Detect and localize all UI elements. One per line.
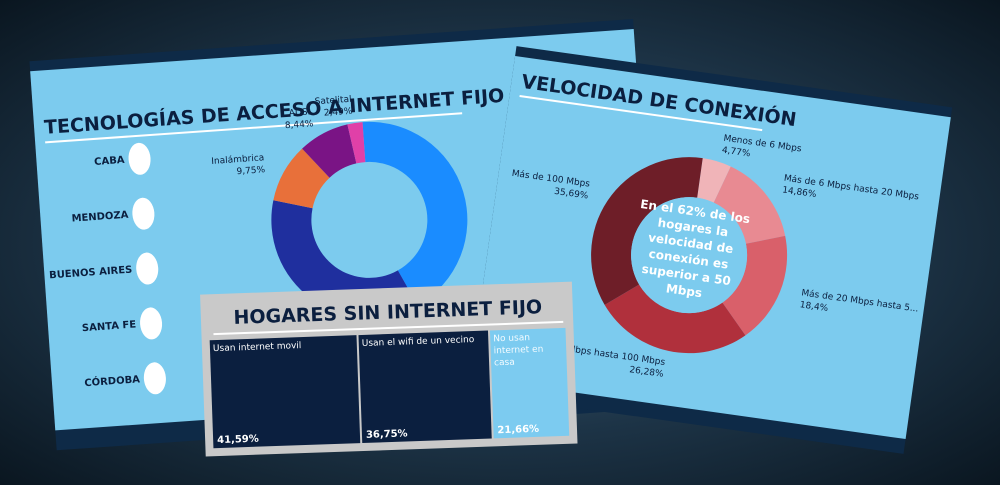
panel-households: HOGARES SIN INTERNET FIJO Usan internet …	[200, 281, 578, 457]
value-label: 2,49%	[324, 107, 354, 119]
province-label: SANTA FE	[82, 319, 137, 334]
cell-label: No usan internet en casa	[493, 333, 544, 369]
cell-value: 21,66%	[497, 424, 539, 436]
donut-segment	[604, 284, 746, 354]
province-shape	[143, 362, 166, 395]
cell-value: 36,75%	[366, 428, 408, 440]
slide-speed: VELOCIDAD DE CONEXIÓN Menos de 6 Mbps4,7…	[467, 46, 953, 454]
donut-segment	[302, 124, 357, 178]
province-shape	[128, 142, 151, 175]
province-shape	[136, 252, 159, 285]
value-label: 4,77%	[721, 146, 751, 160]
donut-segment	[273, 148, 330, 209]
segment-label: Inalámbrica	[211, 153, 265, 167]
title-rule	[45, 112, 463, 144]
province-label: CABA	[94, 155, 125, 168]
value-label: 8,44%	[285, 119, 315, 131]
cell-label: Usan internet movil	[213, 341, 302, 354]
value-label: 18,4%	[799, 300, 829, 314]
value-label: 14,86%	[782, 185, 818, 200]
segment-label: Satelital	[314, 95, 351, 108]
donut-segment	[591, 157, 703, 305]
value-label: 35,69%	[553, 187, 589, 202]
province-shape	[132, 197, 155, 230]
province-label: MENDOZA	[71, 210, 129, 225]
center-text-text: En el 62% de los hogares la velocidad de…	[639, 196, 751, 301]
cell-value: 41,59%	[217, 434, 259, 446]
donut-segment	[347, 122, 366, 164]
center-text: En el 62% de los hogares la velocidad de…	[639, 196, 751, 301]
donut-segment	[697, 158, 731, 203]
value-label: 26,28%	[629, 365, 665, 380]
donut-segment	[713, 166, 786, 244]
center-disc	[631, 197, 748, 314]
value-label: 9,75%	[236, 165, 266, 177]
treemap-cell	[209, 335, 361, 449]
province-shape	[140, 307, 163, 340]
cell-label: Usan el wifi de un vecino	[362, 335, 475, 349]
segment-label: ADSL	[288, 107, 312, 119]
donut-segment	[362, 121, 468, 306]
treemap-cell	[358, 330, 492, 444]
treemap-cell	[489, 327, 570, 439]
province-label: CÓRDOBA	[84, 372, 141, 389]
cell-label-text: No usan internet en casa	[493, 333, 544, 369]
title-rule	[213, 320, 564, 336]
donut-segment	[722, 235, 788, 336]
title-rule	[519, 95, 763, 132]
